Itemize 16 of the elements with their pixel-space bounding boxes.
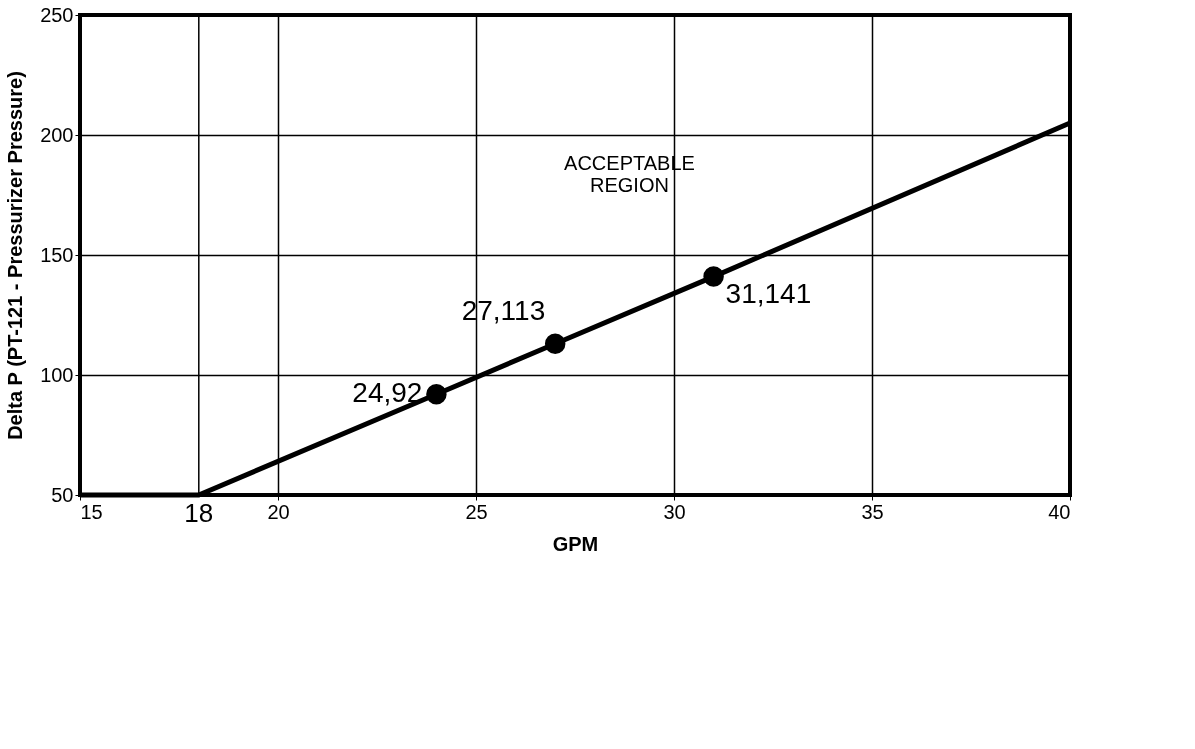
y-tick-label: 100 [40,363,74,386]
y-tick-label: 50 [51,483,74,506]
x-tick-label: 30 [663,500,686,523]
x-axis-title: GPM [552,532,599,555]
x-tick-label: 20 [267,500,290,523]
x-tick-label: 35 [861,500,884,523]
x-tick-label: 15 [80,500,103,523]
x-tick-label: 25 [465,500,488,523]
annotation: 31,141 [725,277,812,309]
annotation: 24,92 [352,377,423,409]
x-tick-label: 40 [1048,500,1071,523]
y-tick-label: 150 [40,243,74,266]
y-axis-title: Delta P (PT-121 - Pressurizer Pressure) [4,71,27,440]
y-tick-label: 250 [40,3,74,26]
ref-line-label: 18 [184,498,214,528]
y-tick-label: 200 [40,123,74,146]
